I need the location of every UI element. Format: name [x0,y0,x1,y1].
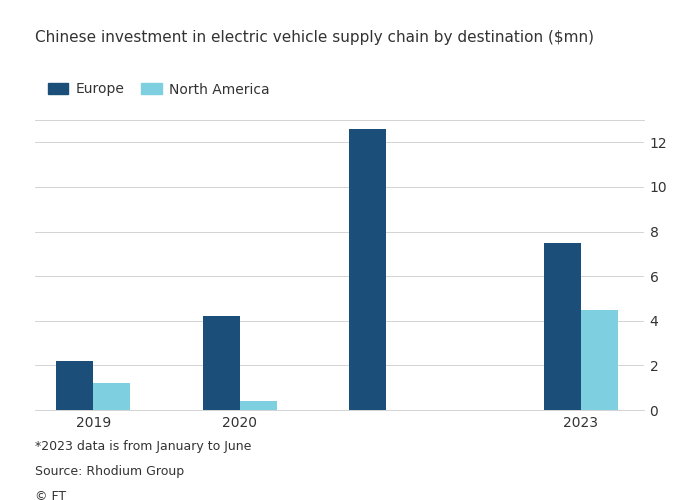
Bar [349,129,386,410]
Text: Chinese investment in electric vehicle supply chain by destination ($mn): Chinese investment in electric vehicle s… [35,30,594,45]
Bar [202,316,239,410]
Bar [581,310,617,410]
Bar [94,383,130,410]
Text: *2023 data is from January to June: *2023 data is from January to June [35,440,251,453]
Text: © FT: © FT [35,490,66,500]
Bar [57,361,94,410]
Bar [239,401,276,410]
Legend: Europe, North America: Europe, North America [42,77,275,102]
Text: Source: Rhodium Group: Source: Rhodium Group [35,465,184,478]
Bar [544,242,581,410]
